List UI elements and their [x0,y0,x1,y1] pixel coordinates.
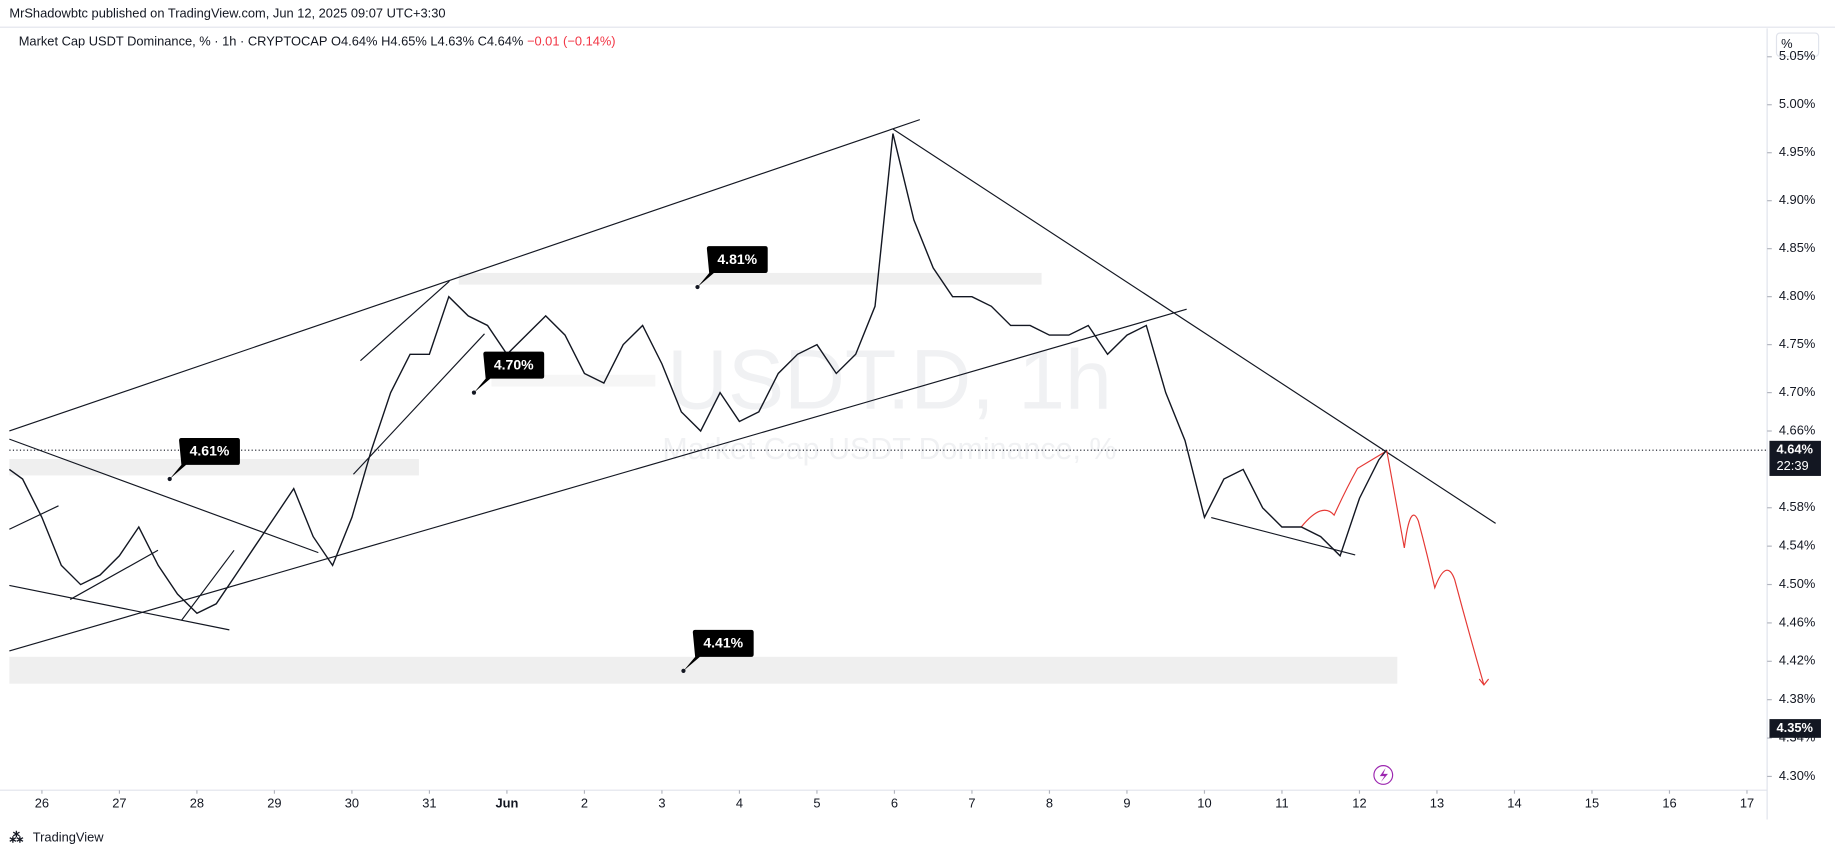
x-tick-label: 28 [190,796,204,811]
x-tick-label: 6 [891,796,898,811]
footer-logo: ⁂ [9,829,23,845]
alert-price-badge [1769,719,1821,738]
x-tick-label: 3 [658,796,665,811]
x-tick-label: Jun [495,796,518,811]
callout-label: 4.41% [703,635,743,651]
y-tick-label: 4.58% [1779,499,1815,514]
callout-box [697,246,768,288]
x-tick-label: 5 [813,796,820,811]
x-tick-label: 13 [1430,796,1444,811]
y-tick-label: 4.75% [1779,336,1815,351]
x-tick-label: 12 [1352,796,1366,811]
publisher: MrShadowbtc published on TradingView.com… [9,6,445,21]
callout-box [169,438,240,479]
y-tick-label: 4.54% [1779,538,1815,553]
callout-label: 4.61% [190,443,230,459]
trendline [9,584,230,631]
trendline [892,128,1496,524]
watermark-ticker: USDT.D, 1h [667,333,1112,427]
trendline [1211,516,1356,556]
trendline [352,333,485,475]
trendline [9,505,59,530]
trendline [180,549,235,621]
x-tick-label: 8 [1046,796,1053,811]
trendline [9,119,921,432]
trendline [69,549,159,600]
event-icon-bolt [1379,767,1388,783]
x-tick-label: 30 [345,796,359,811]
legend-item: −0.01 (−0.14%) [527,34,616,49]
y-tick-label: 4.50% [1779,576,1815,591]
scale-button-label[interactable]: % [1781,36,1792,51]
y-tick-label: 4.85% [1779,240,1815,255]
legend-item: O4.64% [331,34,377,49]
x-tick-label: 14 [1507,796,1521,811]
x-tick-label: 2 [581,796,588,811]
x-tick-label: 9 [1123,796,1130,811]
callout-box [473,351,545,393]
countdown: 22:39 [1776,458,1808,473]
y-tick-label: 4.80% [1779,288,1815,303]
callout-label: 4.81% [717,251,757,267]
x-tick-label: 15 [1585,796,1599,811]
legend-item: H4.65% [381,34,427,49]
y-tick-label: 5.05% [1779,48,1815,63]
last-price-label: 4.64% [1776,442,1813,457]
projection-path [1300,449,1490,686]
zones [9,272,1398,684]
zone [9,459,419,476]
callout-label: 4.70% [494,356,534,372]
event-icon[interactable] [1373,765,1394,785]
x-tick-label: 7 [968,796,975,811]
x-tick-label: 10 [1197,796,1211,811]
trendline [9,438,319,554]
price-line [8,133,1388,615]
y-tick-label: 4.46% [1779,614,1815,629]
x-tick-label: 17 [1740,796,1754,811]
zone [458,272,1042,285]
trendlines [9,119,1496,652]
watermark-description: Market Cap USDT Dominance, % [662,432,1116,466]
zone [9,656,1398,684]
x-tick-label: 11 [1275,796,1288,811]
scale-button[interactable] [1775,32,1820,58]
x-tick-label: 29 [267,796,281,811]
y-tick-label: 5.00% [1779,96,1815,111]
footer-brand: TradingView [33,830,104,845]
x-tick-label: 31 [422,796,436,811]
symbol-legend: Market Cap USDT Dominance, % · 1h · CRYP… [19,34,616,49]
trendline [360,280,450,362]
legend-item: L4.63% [430,34,474,49]
legend-item: Market Cap USDT Dominance, % · 1h · CRYP… [19,34,328,49]
x-tick-label: 27 [112,796,126,811]
y-tick-label: 4.70% [1779,384,1815,399]
x-tick-label: 26 [35,796,49,811]
y-tick-label: 4.42% [1779,653,1815,668]
callout-box [683,629,754,671]
y-tick-label: 4.30% [1779,768,1815,783]
y-tick-label: 4.90% [1779,192,1815,207]
x-tick-label: 4 [736,796,743,811]
y-tick-label: 4.38% [1779,691,1815,706]
trendline [9,308,1187,652]
y-tick-label: 4.95% [1779,144,1815,159]
x-tick-label: 16 [1662,796,1676,811]
last-price-badge [1769,440,1821,476]
zone [491,374,656,387]
alert-price-label: 4.35% [1776,720,1813,735]
legend-item: C4.64% [478,34,524,49]
y-tick-label: 4.66% [1779,422,1815,437]
